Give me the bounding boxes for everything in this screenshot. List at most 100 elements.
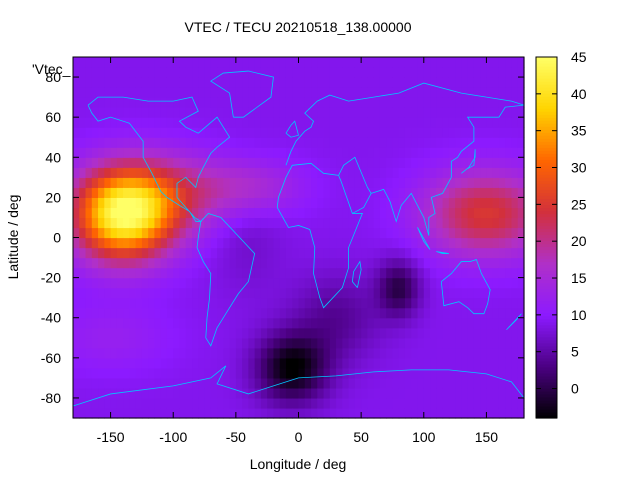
heatmap-cell (98, 357, 105, 369)
heatmap-cell (154, 137, 162, 148)
heatmap-cell (505, 377, 513, 389)
heatmap-cell (260, 227, 268, 239)
heatmap-cell (185, 287, 193, 299)
heatmap-cell (242, 87, 249, 98)
heatmap-cell (217, 227, 224, 239)
heatmap-cell (436, 297, 444, 309)
heatmap-cell (267, 397, 275, 409)
heatmap-cell (336, 377, 343, 389)
heatmap-cell (254, 357, 262, 369)
heatmap-cell (317, 127, 325, 138)
heatmap-cell (123, 297, 130, 309)
heatmap-cell (192, 187, 199, 198)
heatmap-cell (254, 187, 262, 198)
heatmap-cell (467, 327, 475, 339)
heatmap-cell (285, 287, 293, 299)
heatmap-cell (430, 187, 437, 198)
heatmap-cell (423, 77, 431, 88)
heatmap-cell (517, 157, 525, 168)
heatmap-cell (91, 127, 99, 138)
heatmap-cell (116, 397, 124, 409)
heatmap-cell (141, 77, 149, 88)
heatmap-cell (273, 357, 281, 369)
heatmap-cell (129, 257, 137, 269)
heatmap-cell (486, 407, 494, 419)
heatmap-cell (210, 257, 218, 269)
heatmap-cell (79, 247, 87, 259)
heatmap-cell (467, 207, 475, 219)
heatmap-cell (448, 347, 456, 359)
heatmap-cell (430, 267, 437, 279)
heatmap-cell (292, 317, 300, 329)
heatmap-cell (498, 167, 506, 178)
colorbar-segment (536, 78, 557, 82)
heatmap-cell (173, 367, 181, 379)
heatmap-cell (85, 217, 93, 229)
heatmap-cell (154, 267, 162, 279)
heatmap-cell (198, 397, 206, 409)
heatmap-cell (91, 247, 99, 259)
heatmap-cell (85, 127, 93, 138)
heatmap-cell (141, 167, 149, 178)
heatmap-cell (430, 167, 437, 178)
heatmap-cell (348, 217, 356, 229)
heatmap-cell (110, 97, 118, 108)
heatmap-cell (179, 207, 187, 219)
heatmap-cell (129, 377, 137, 389)
heatmap-cell (417, 397, 425, 409)
heatmap-cell (367, 327, 375, 339)
colorbar-segment (536, 153, 557, 157)
heatmap-cell (461, 257, 469, 269)
coastline (417, 227, 431, 250)
heatmap-cell (398, 127, 406, 138)
heatmap-cell (423, 367, 431, 379)
heatmap-cell (173, 277, 181, 289)
heatmap-cell (505, 147, 513, 158)
heatmap-cell (386, 377, 394, 389)
heatmap-cell (448, 187, 456, 198)
heatmap-cell (317, 257, 325, 269)
heatmap-cell (311, 307, 318, 319)
heatmap-cell (166, 317, 174, 329)
heatmap-cell (129, 337, 137, 349)
heatmap-cell (135, 87, 143, 98)
heatmap-cell (179, 337, 187, 349)
heatmap-cell (386, 207, 394, 219)
heatmap-cell (285, 197, 293, 209)
heatmap-cell (242, 57, 249, 68)
heatmap-cell (304, 77, 312, 88)
heatmap-cell (329, 387, 337, 399)
heatmap-cell (98, 337, 105, 349)
heatmap-cell (517, 217, 525, 229)
heatmap-cell (129, 327, 137, 339)
heatmap-cell (204, 127, 212, 138)
heatmap-cell (73, 257, 80, 269)
heatmap-cell (254, 167, 262, 178)
heatmap-cell (116, 217, 124, 229)
heatmap-cell (486, 147, 494, 158)
heatmap-cell (110, 57, 118, 68)
heatmap-cell (417, 247, 425, 259)
heatmap-cell (73, 387, 80, 399)
heatmap-cell (492, 247, 500, 259)
heatmap-cell (505, 267, 513, 279)
heatmap-cell (85, 237, 93, 249)
heatmap-cell (217, 97, 224, 108)
heatmap-cell (442, 257, 450, 269)
heatmap-cell (79, 187, 87, 198)
heatmap-cell (98, 347, 105, 359)
heatmap-cell (179, 247, 187, 259)
heatmap-cell (254, 177, 262, 188)
heatmap-cell (455, 247, 462, 259)
heatmap-cell (79, 117, 87, 128)
heatmap-cell (329, 327, 337, 339)
heatmap-cell (79, 307, 87, 319)
heatmap-cell (185, 397, 193, 409)
heatmap-cell (204, 97, 212, 108)
heatmap-cell (480, 287, 488, 299)
colorbar-segment (536, 288, 557, 293)
heatmap-cell (323, 97, 331, 108)
heatmap-cell (323, 177, 331, 188)
heatmap-cell (448, 407, 456, 419)
colorbar-tick-label: 45 (571, 49, 587, 65)
